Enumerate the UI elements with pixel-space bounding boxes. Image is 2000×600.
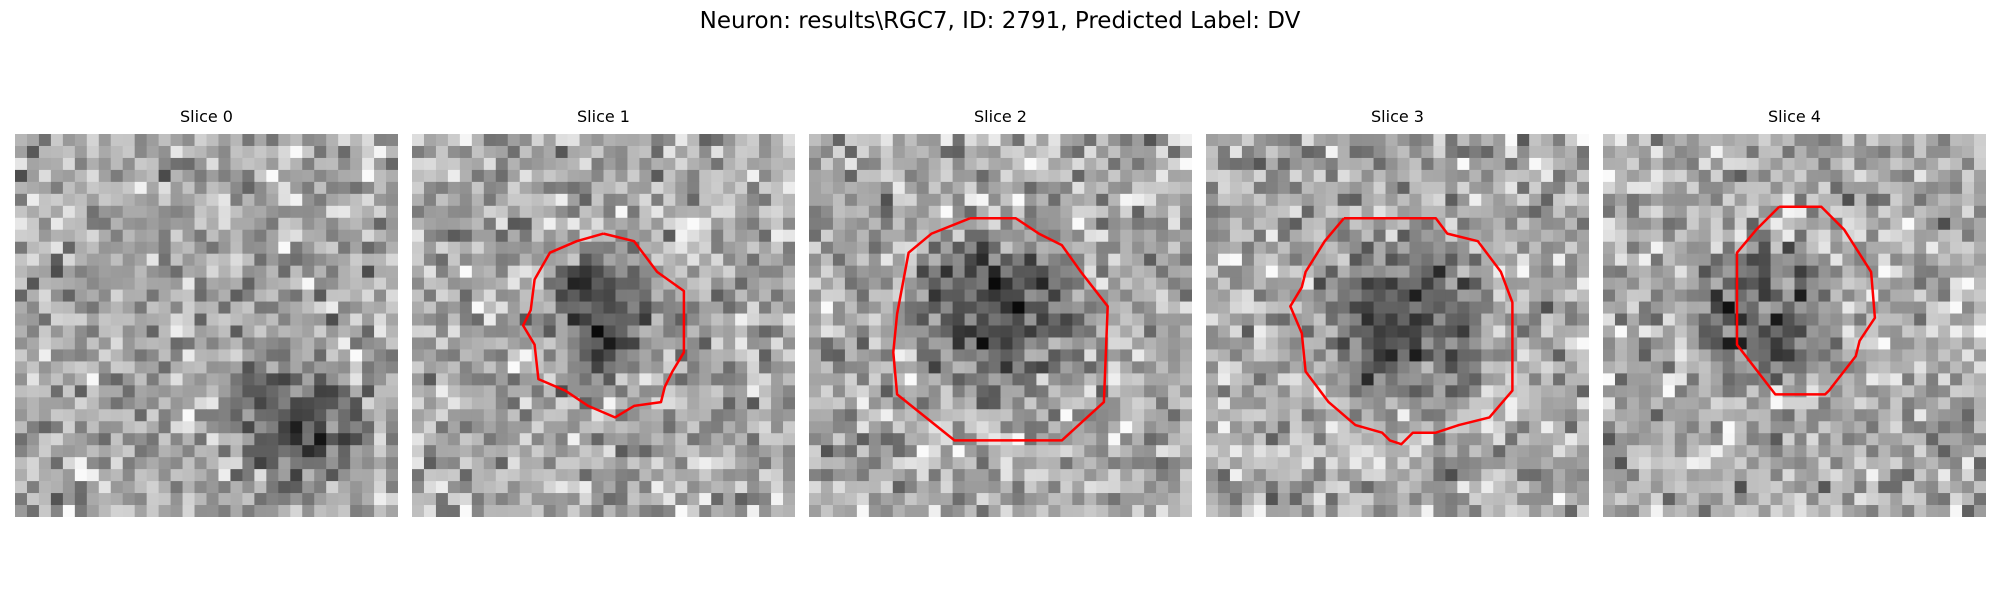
slice-panel-4: Slice 4 [1603, 107, 1986, 517]
roi-outline [1735, 205, 1877, 396]
slice-panel-3: Slice 3 [1206, 107, 1589, 517]
slice-image-4 [1603, 134, 1986, 517]
slice-title-2: Slice 2 [974, 107, 1027, 126]
slice-panel-1: Slice 1 [412, 107, 795, 517]
slice-title-0: Slice 0 [180, 107, 233, 126]
slice-title-4: Slice 4 [1768, 107, 1821, 126]
figure-title: Neuron: results\RGC7, ID: 2791, Predicte… [699, 8, 1301, 34]
roi-outline [892, 217, 1109, 442]
slice-image-2 [809, 134, 1192, 517]
slice-panel-0: Slice 0 [15, 107, 398, 517]
slice-image-0 [15, 134, 398, 517]
slice-image-1 [412, 134, 795, 517]
slice-image-3 [1206, 134, 1589, 517]
slice-title-1: Slice 1 [577, 107, 630, 126]
roi-outline [1289, 217, 1514, 446]
slice-panel-2: Slice 2 [809, 107, 1192, 517]
slice-title-3: Slice 3 [1371, 107, 1424, 126]
roi-outline [521, 232, 686, 419]
